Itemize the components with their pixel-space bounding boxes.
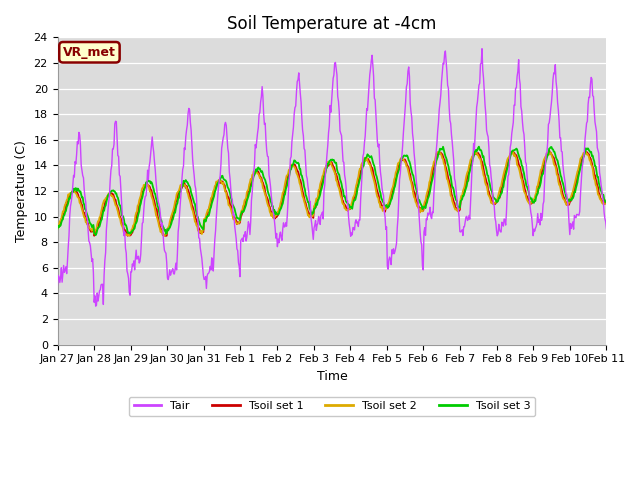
Text: VR_met: VR_met bbox=[63, 46, 116, 59]
Y-axis label: Temperature (C): Temperature (C) bbox=[15, 140, 28, 242]
Legend: Tair, Tsoil set 1, Tsoil set 2, Tsoil set 3: Tair, Tsoil set 1, Tsoil set 2, Tsoil se… bbox=[129, 397, 535, 416]
X-axis label: Time: Time bbox=[317, 370, 348, 383]
Title: Soil Temperature at -4cm: Soil Temperature at -4cm bbox=[227, 15, 436, 33]
